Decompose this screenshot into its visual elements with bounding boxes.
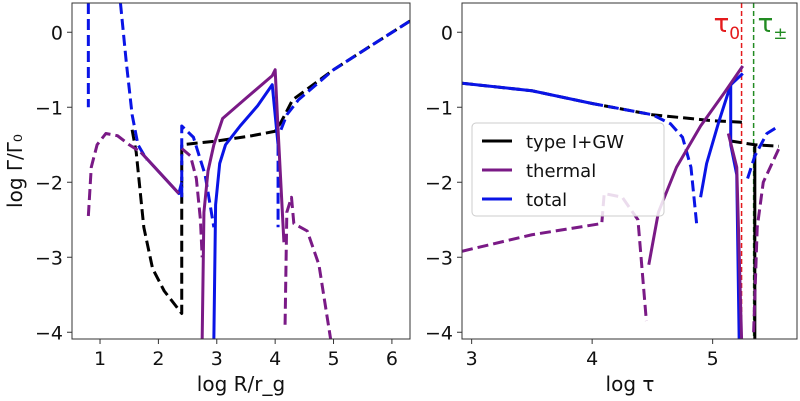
x-tick-label: 4 [269,348,281,370]
y-tick-label: 0 [441,22,453,44]
legend-label: type I+GW [526,132,624,153]
x-tick-label: 1 [94,348,106,370]
x-axis-label-left: log R/r_g [197,372,285,396]
series-line-type-i-gw [130,19,410,315]
series-line-thermal [180,147,204,258]
vline-label-subscript: 0 [729,24,740,44]
x-tick-label: 4 [586,348,598,370]
series-line-total [591,102,699,228]
series-line-total [279,19,410,131]
legend-label: thermal [526,161,596,182]
plot-area-0 [86,3,410,339]
vline-label-subscript: ± [773,24,787,44]
y-tick-label: −4 [35,322,63,344]
series-line-total [118,3,149,161]
vline-label: τ0 [714,9,740,44]
axes-frame [461,2,798,340]
y-tick-label: 0 [51,22,63,44]
x-tick-label: 6 [386,348,398,370]
series-line-thermal [139,151,180,195]
y-tick-label: −1 [35,97,63,119]
x-tick-label: 3 [211,348,223,370]
x-tick-label: 3 [466,348,478,370]
x-axis-label-right: log τ [606,372,655,396]
legend-box [471,122,665,217]
x-tick-label: 5 [327,348,339,370]
plot-area-1 [462,3,781,339]
y-axis-label: log Γ/Γ₀ [3,134,27,208]
series-line-total [212,83,280,339]
y-tick-label: −2 [35,172,63,194]
legend-label: total [526,190,567,211]
series-line-thermal [200,68,286,339]
series-line-thermal [726,133,744,339]
y-tick-label: −3 [425,247,453,269]
series-line-total [746,124,780,179]
series-line-thermal [647,65,745,266]
series-line-total [180,124,216,228]
x-tick-label: 5 [707,348,719,370]
vline-label-symbol: τ [758,9,774,39]
y-tick-label: −2 [425,172,453,194]
series-line-thermal [86,132,142,217]
vline-label-symbol: τ [714,9,730,39]
x-tick-label: 2 [152,348,164,370]
y-tick-label: −1 [425,97,453,119]
axes-frame [71,2,411,340]
vline-label: τ± [758,9,788,44]
y-tick-label: −3 [35,247,63,269]
series-line-thermal [283,195,333,339]
series-line-total [462,81,593,105]
series-line-thermal [462,192,648,322]
series-line-thermal [752,147,781,333]
y-tick-label: −4 [425,322,453,344]
